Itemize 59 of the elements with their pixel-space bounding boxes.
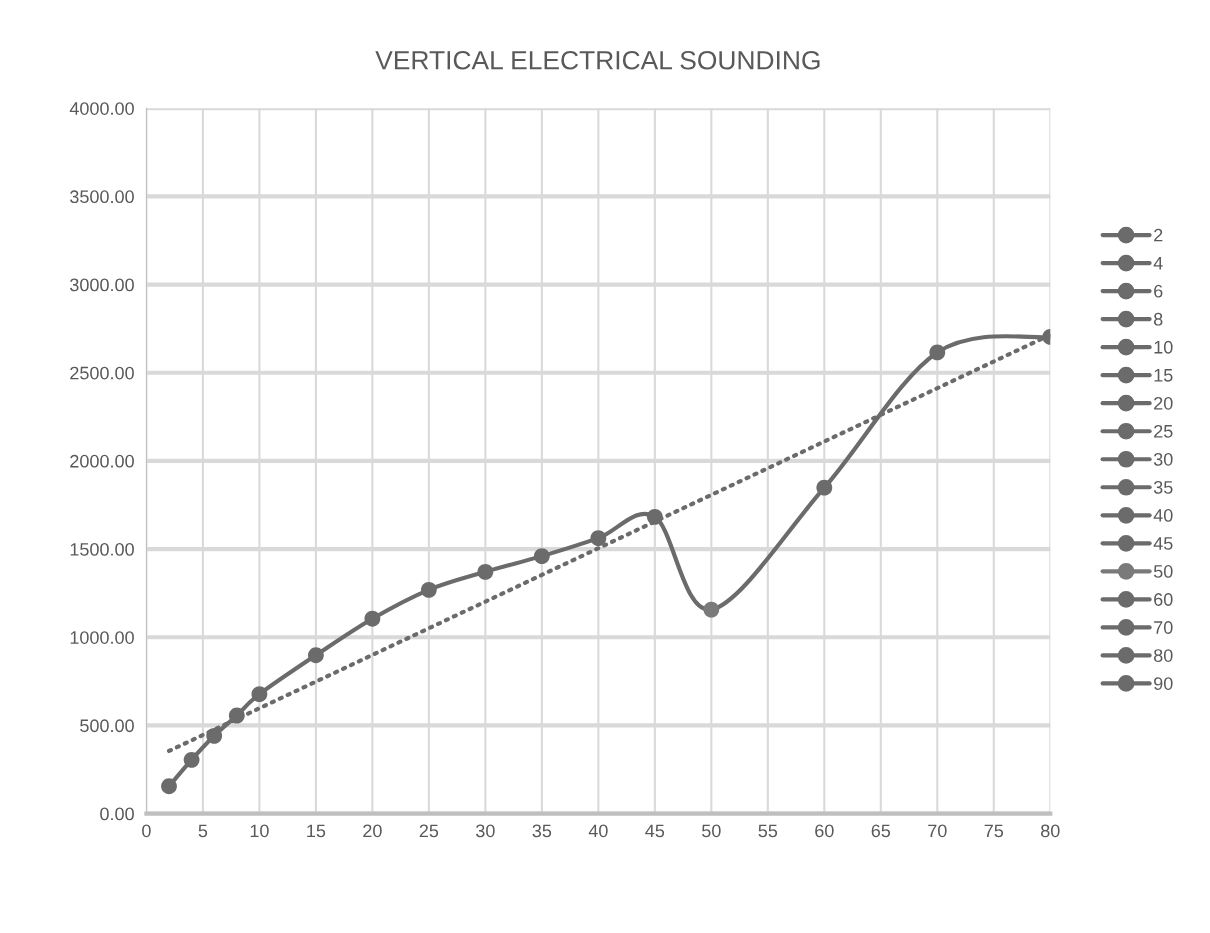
point xyxy=(307,647,324,664)
y-tick-label: 4000.00 xyxy=(69,102,134,115)
point xyxy=(420,581,437,598)
y-tick-label: 500.00 xyxy=(80,719,134,733)
x-tick-label: 45 xyxy=(645,824,665,838)
point xyxy=(703,601,720,618)
y-tick-label: 3000.00 xyxy=(70,278,134,292)
legend-label: 6 xyxy=(1154,284,1163,298)
x-tick-label: 15 xyxy=(307,824,326,838)
legend-label: 20 xyxy=(1154,396,1173,410)
legend-label: 70 xyxy=(1154,621,1173,634)
x-tick-label: 5 xyxy=(198,824,208,838)
point xyxy=(590,530,607,547)
legend-label: 10 xyxy=(1154,340,1173,354)
legend-label: 2 xyxy=(1154,228,1163,242)
point xyxy=(646,508,663,525)
x-tick-label: 65 xyxy=(871,824,891,838)
point xyxy=(161,778,177,795)
legend-label: 8 xyxy=(1153,312,1163,326)
legend-label: 40 xyxy=(1153,509,1173,522)
x-tick-label: 75 xyxy=(984,824,1004,838)
x-tick-label: 10 xyxy=(250,824,269,838)
legend-label: 90 xyxy=(1154,677,1173,690)
point xyxy=(477,563,494,580)
point xyxy=(533,548,550,565)
legend-label: 60 xyxy=(1154,593,1173,606)
x-tick-label: 40 xyxy=(588,824,608,838)
x-tick-label: 0 xyxy=(142,824,151,838)
point xyxy=(206,727,223,744)
point xyxy=(929,344,946,361)
y-tick-label: 1000.00 xyxy=(70,631,134,644)
x-tick-label: 25 xyxy=(419,824,439,838)
chart-title: VERTICAL ELECTRICAL SOUNDING xyxy=(375,50,820,70)
point xyxy=(364,610,381,627)
x-tick-label: 35 xyxy=(532,824,552,838)
point xyxy=(816,479,833,496)
legend-label: 80 xyxy=(1153,649,1173,662)
legend-label: 15 xyxy=(1154,369,1173,382)
x-tick-label: 80 xyxy=(1041,824,1060,838)
legend-label: 30 xyxy=(1153,452,1173,466)
point xyxy=(228,707,245,724)
point xyxy=(251,686,268,703)
y-tick-label: 0.00 xyxy=(100,807,134,821)
point xyxy=(183,751,200,768)
legend-label: 35 xyxy=(1153,480,1173,494)
x-tick-label: 20 xyxy=(363,824,382,838)
y-tick-label: 2000.00 xyxy=(70,454,134,468)
x-tick-label: 60 xyxy=(815,824,834,838)
x-tick-label: 70 xyxy=(928,824,947,838)
x-tick-label: 55 xyxy=(758,824,778,838)
legend-label: 50 xyxy=(1153,565,1173,578)
x-tick-label: 30 xyxy=(476,824,495,838)
y-tick-label: 2500.00 xyxy=(70,366,134,380)
legend-label: 45 xyxy=(1153,537,1173,550)
y-tick-label: 1500.00 xyxy=(70,543,134,556)
legend-label: 25 xyxy=(1154,424,1173,438)
y-tick-label: 3500.00 xyxy=(70,190,134,204)
x-tick-label: 50 xyxy=(702,824,721,838)
legend-label: 4 xyxy=(1153,256,1163,270)
